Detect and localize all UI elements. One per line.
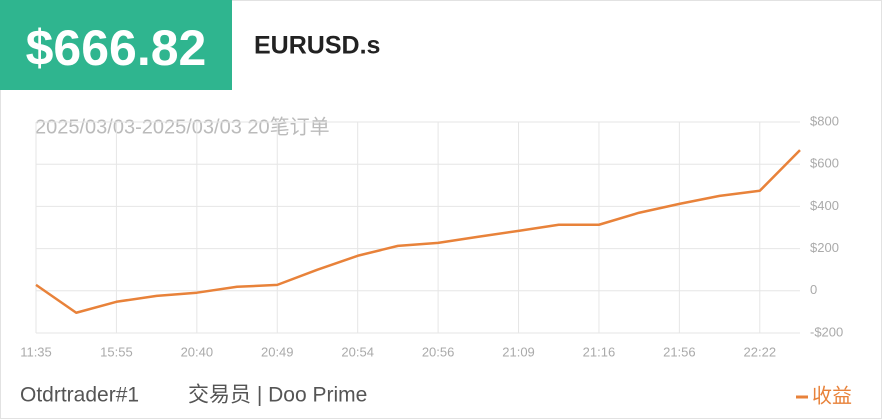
y-tick-label: 0: [810, 282, 817, 297]
y-tick-label: $400: [810, 198, 839, 213]
x-tick-label: 20:54: [341, 344, 374, 359]
x-tick-label: 21:09: [502, 344, 535, 359]
trader: Otdrtrader#1: [20, 384, 139, 407]
x-tick-label: 20:49: [261, 344, 294, 359]
x-tick-label: 22:22: [744, 344, 777, 359]
role: 交易员 | Doo Prime: [188, 384, 367, 407]
y-tick-label: $200: [810, 240, 839, 255]
line-series: [35, 149, 801, 314]
x-tick-label: 11:35: [20, 344, 52, 359]
x-tick-label: 21:56: [663, 344, 696, 359]
y-tick-label: -$200: [810, 324, 843, 339]
legend-label: 收益: [812, 384, 852, 408]
subtitle: 2025/03/03-2025/03/03 20笔订单: [35, 115, 330, 138]
y-tick-label: $600: [810, 156, 839, 171]
amount: $666.82: [26, 20, 207, 76]
x-tick-label: 15:55: [100, 344, 133, 359]
amount-box: [0, 0, 232, 90]
x-tick-label: 20:56: [422, 344, 455, 359]
symbol: EURUSD.s: [254, 32, 380, 60]
x-tick-label: 21:16: [583, 344, 616, 359]
x-tick-label: 20:40: [181, 344, 214, 359]
y-tick-label: $800: [810, 113, 839, 128]
